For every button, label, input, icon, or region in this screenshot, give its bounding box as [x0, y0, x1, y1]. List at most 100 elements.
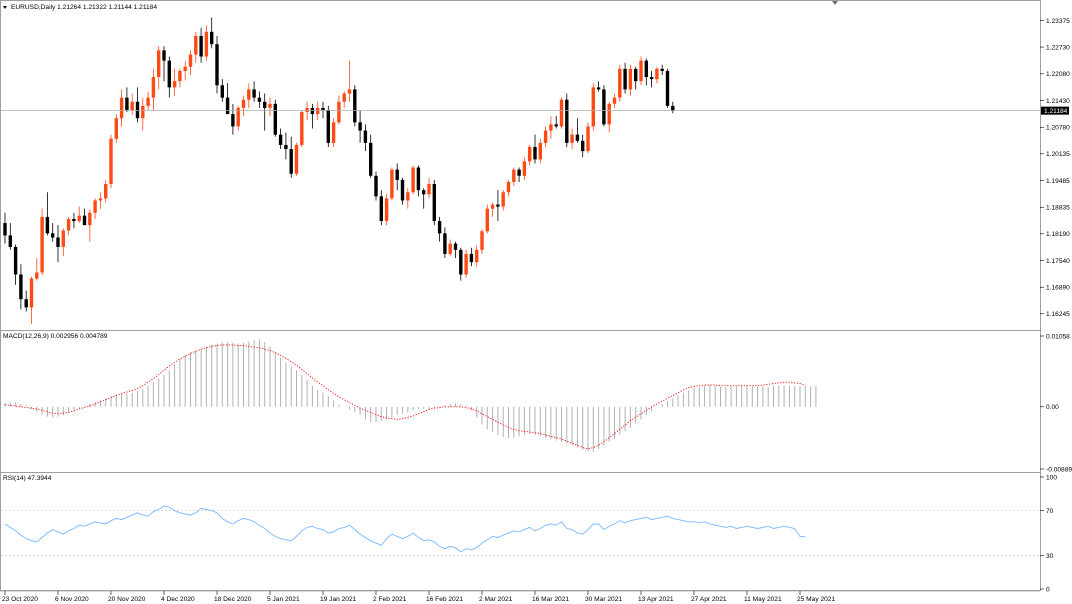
candle — [570, 128, 574, 150]
candle — [29, 276, 34, 324]
candle-body — [416, 167, 421, 191]
candle-body — [485, 208, 489, 232]
candle — [241, 95, 246, 117]
candle-body — [639, 60, 643, 82]
candle-body — [374, 175, 378, 197]
candle-body — [19, 274, 23, 300]
candle-body — [257, 97, 262, 102]
candle-body — [225, 97, 230, 115]
candle-body — [199, 35, 203, 57]
shift-marker-icon[interactable] — [832, 1, 838, 5]
candle-body — [533, 146, 537, 160]
candle — [522, 157, 527, 180]
candle — [639, 56, 643, 86]
candle-body — [278, 134, 283, 145]
candle-body — [146, 97, 150, 106]
macd-signal-line — [4, 344, 806, 450]
candle-body — [51, 233, 55, 238]
candle-body — [273, 103, 277, 135]
candle — [634, 66, 638, 90]
candle-body — [241, 99, 246, 108]
candle — [581, 134, 585, 158]
candle — [109, 134, 113, 189]
candle — [146, 91, 150, 110]
candle-body — [522, 161, 527, 176]
macd-panel-frame — [0, 330, 1041, 473]
candle-body — [3, 223, 7, 236]
candle — [215, 35, 219, 94]
candle — [628, 64, 633, 96]
candle-body — [66, 218, 71, 231]
candle-body — [634, 68, 638, 82]
x-tick-label: 23 Oct 2020 — [2, 596, 38, 603]
candle-body — [437, 221, 442, 234]
candle-body — [183, 66, 187, 71]
candle — [278, 128, 283, 150]
candle — [24, 290, 28, 312]
candle — [506, 179, 511, 197]
candle-body — [528, 146, 532, 162]
candle — [300, 109, 304, 147]
candle — [231, 103, 235, 135]
candle-body — [411, 167, 415, 193]
candle — [655, 66, 659, 84]
candle-body — [453, 243, 458, 250]
candle — [528, 144, 532, 166]
candle — [56, 225, 60, 263]
candle — [183, 60, 187, 81]
candle-body — [194, 35, 198, 55]
candle-body — [88, 212, 92, 226]
candle — [51, 223, 55, 242]
candle — [623, 62, 627, 94]
candle-body — [602, 89, 606, 125]
candle — [114, 114, 118, 143]
candle-body — [363, 130, 368, 143]
macd-histogram-series — [4, 339, 817, 452]
candle — [289, 136, 293, 178]
candle-body — [93, 200, 97, 213]
candle — [13, 244, 18, 285]
candle — [671, 101, 675, 114]
candle-body — [660, 68, 664, 71]
candle-body — [72, 218, 76, 222]
candle — [665, 68, 670, 108]
candle — [437, 216, 442, 242]
candle-body — [358, 122, 362, 131]
candle — [358, 109, 362, 143]
candle-body — [347, 89, 352, 94]
candle-body — [45, 216, 50, 234]
candle — [268, 97, 272, 117]
current-price-label: 1.21184 — [1044, 108, 1068, 115]
candle-body — [543, 130, 548, 143]
candle-body — [125, 97, 129, 110]
candle — [369, 134, 373, 178]
candle — [565, 93, 569, 147]
macd-tick-label: 0.01058 — [1046, 333, 1070, 340]
rsi-tick-label: 100 — [1046, 474, 1057, 481]
candle-body — [575, 134, 580, 141]
price-y-axis: 1.23375 1.22730 1.22080 1.21430 1.20780 1.201… — [1040, 18, 1070, 318]
candle — [374, 171, 378, 201]
price-tick-label: 1.17540 — [1046, 258, 1070, 265]
symbol-ohlc-label: EURUSD,Daily 1.21264 1.21322 1.21144 1.2… — [11, 4, 157, 11]
candle — [554, 116, 558, 129]
candle — [586, 122, 590, 154]
candle-body — [268, 103, 272, 108]
candle-body — [310, 107, 315, 115]
candle — [172, 68, 177, 96]
candle-body — [384, 198, 389, 222]
candle-body — [151, 77, 156, 98]
candle-body — [565, 99, 569, 143]
candle — [151, 68, 156, 110]
candle — [19, 264, 23, 310]
candle-body — [305, 107, 309, 113]
collapse-triangle-icon[interactable] — [3, 6, 7, 9]
macd-y-axis: 0.01058 0.00 -0.008894 — [1040, 333, 1072, 473]
candle — [273, 99, 277, 137]
candle-body — [464, 253, 468, 275]
candle — [188, 50, 193, 76]
candle-body — [24, 299, 28, 308]
candle — [501, 190, 505, 211]
candle — [490, 202, 495, 217]
candle — [411, 165, 415, 195]
